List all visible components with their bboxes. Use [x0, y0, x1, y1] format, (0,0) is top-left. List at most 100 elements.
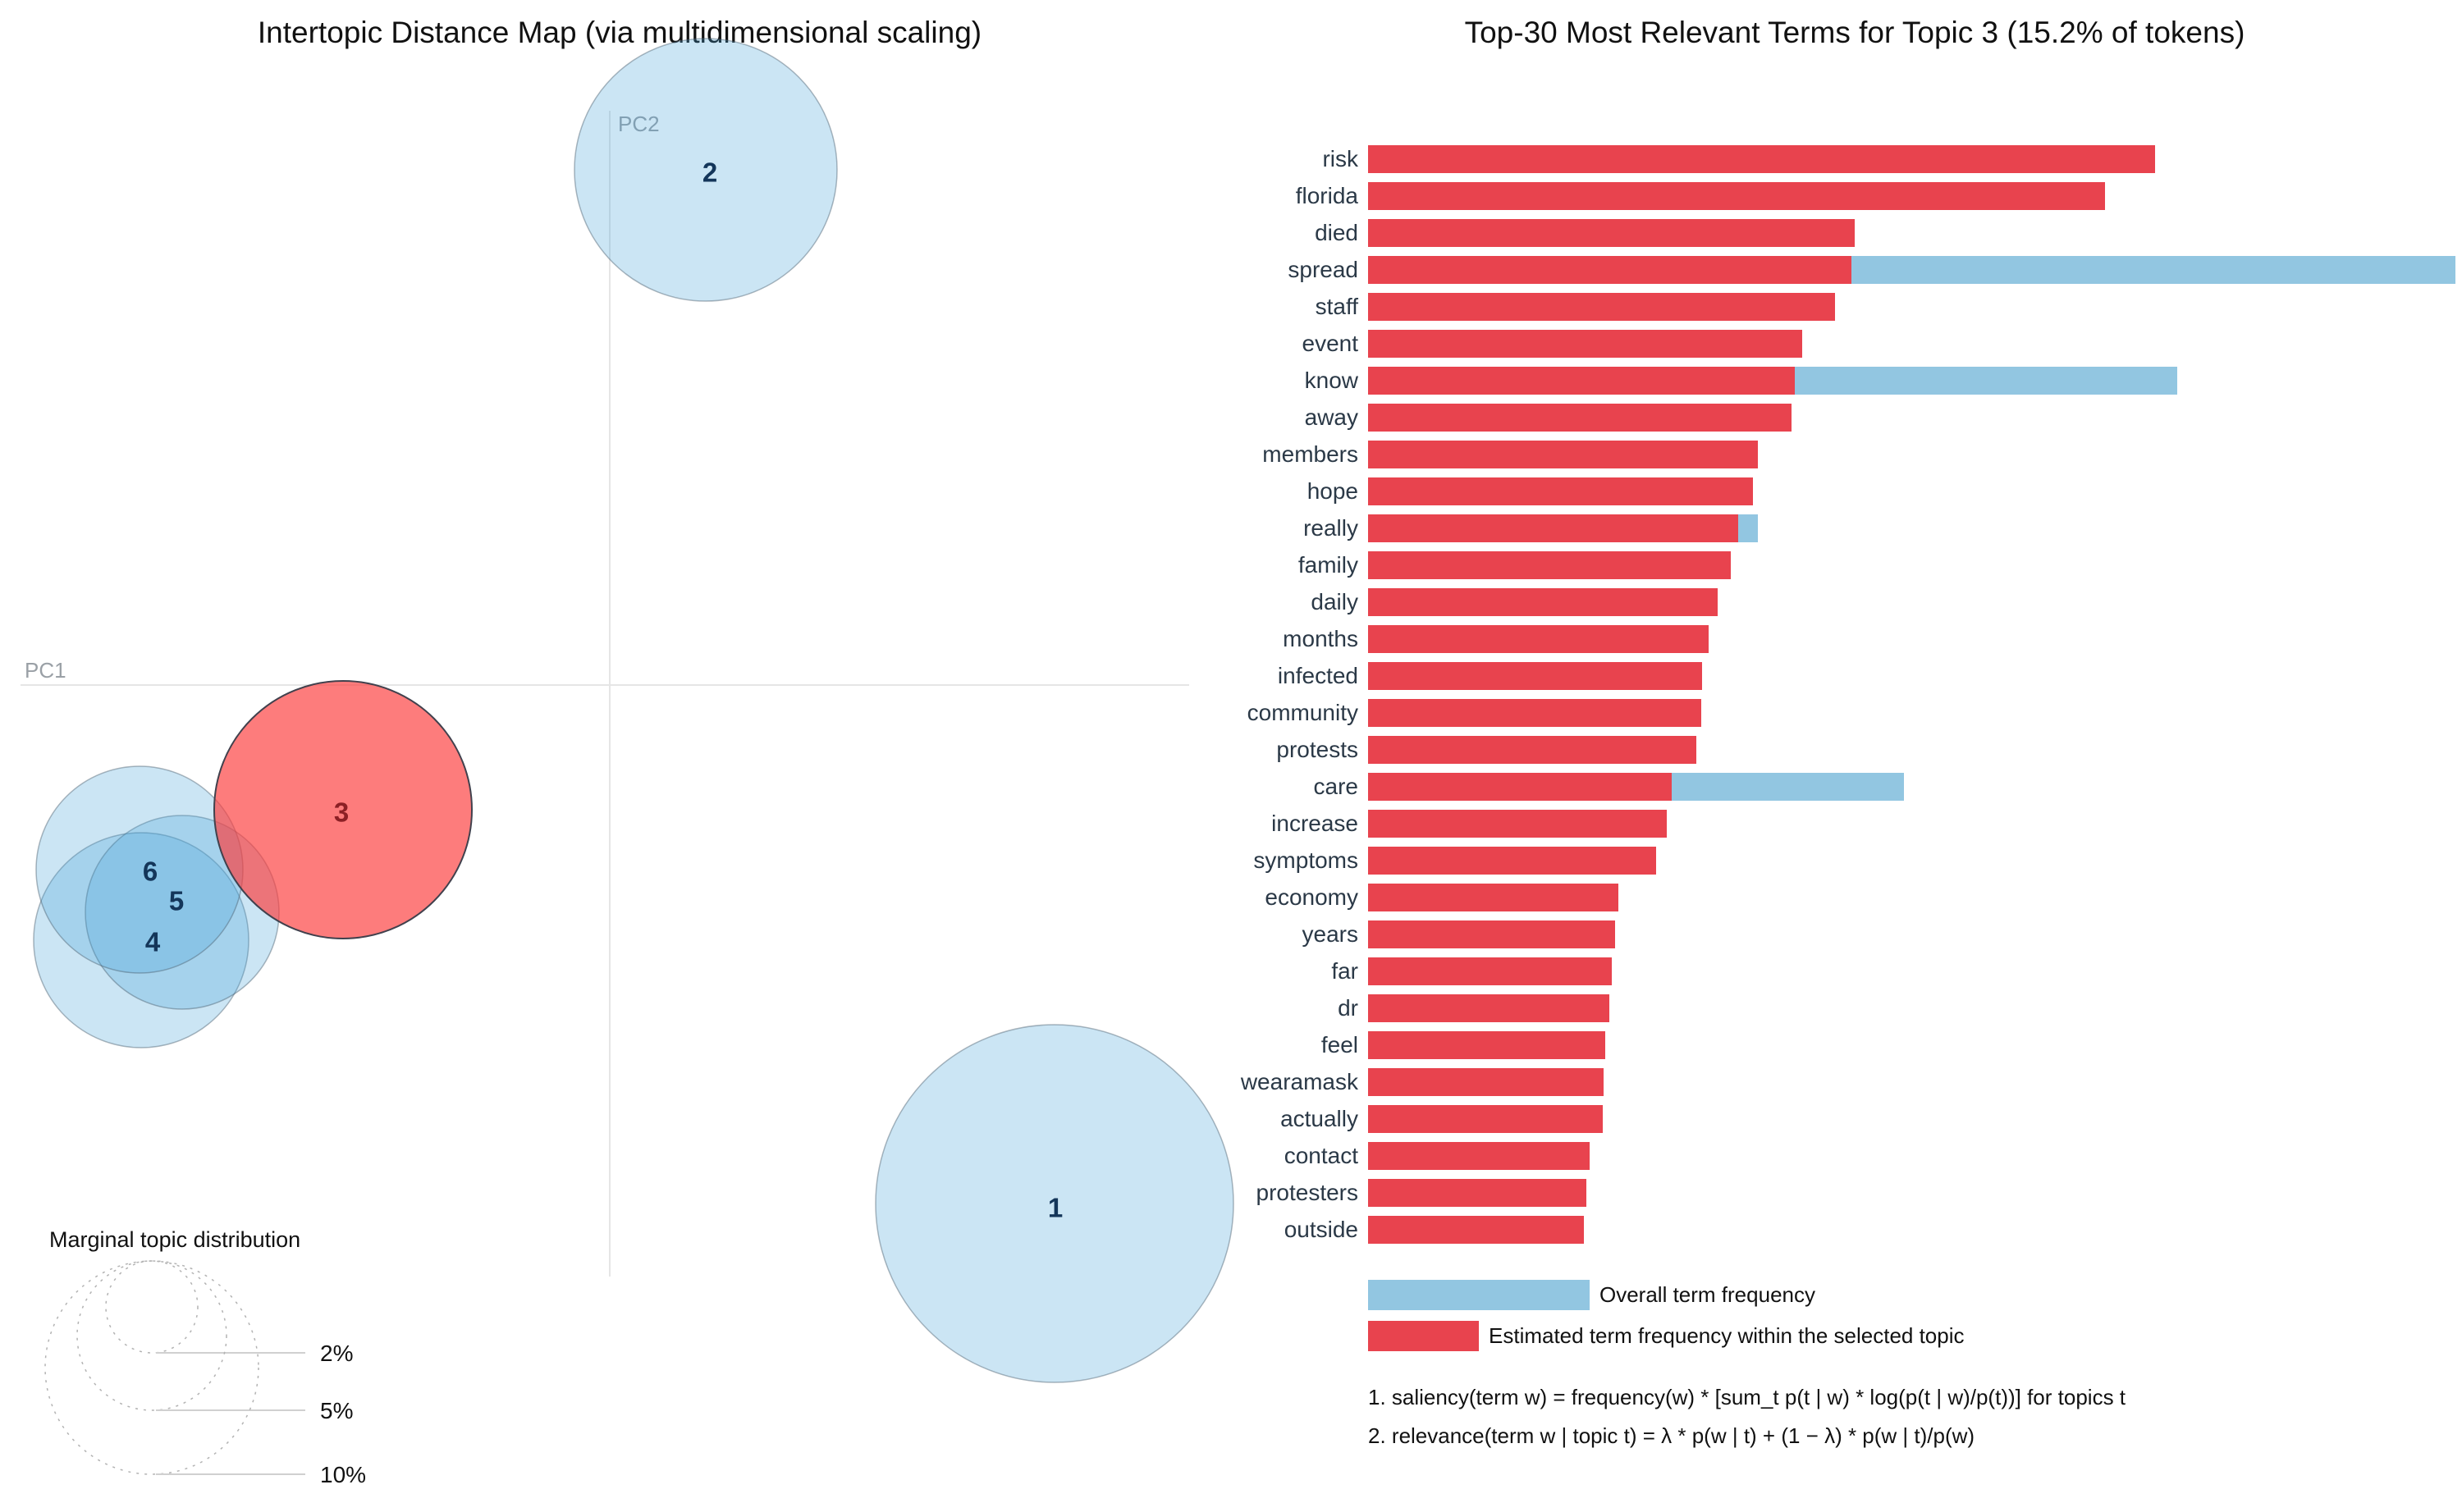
term-label[interactable]: symptoms [1253, 847, 1358, 873]
topic-frequency-bar[interactable] [1368, 588, 1718, 616]
topic-frequency-bar[interactable] [1368, 625, 1709, 653]
term-label[interactable]: contact [1284, 1143, 1358, 1168]
term-label[interactable]: increase [1271, 811, 1358, 836]
topic-frequency-bar[interactable] [1368, 551, 1731, 579]
topic-label-3[interactable]: 3 [334, 797, 349, 828]
term-label[interactable]: wearamask [1240, 1069, 1358, 1094]
term-bar-row[interactable]: contact [1108, 1142, 2462, 1170]
topic-frequency-bar[interactable] [1368, 293, 1835, 321]
term-bar-row[interactable]: members [1108, 441, 2462, 468]
term-bar-row[interactable]: symptoms [1108, 847, 2462, 875]
topic-frequency-bar[interactable] [1368, 330, 1802, 358]
term-label[interactable]: months [1283, 626, 1358, 651]
topic-frequency-bar[interactable] [1368, 662, 1702, 690]
topic-circle-2[interactable] [574, 38, 838, 302]
term-label[interactable]: protesters [1256, 1180, 1359, 1205]
term-label[interactable]: infected [1277, 663, 1358, 688]
topic-label-5[interactable]: 5 [169, 886, 184, 916]
term-bar-row[interactable]: away [1108, 404, 2462, 432]
term-bar-row[interactable]: outside [1108, 1216, 2462, 1244]
topic-frequency-bar[interactable] [1368, 957, 1612, 985]
topic-frequency-bar[interactable] [1368, 477, 1753, 505]
term-bar-row[interactable]: protesters [1108, 1179, 2462, 1207]
term-label[interactable]: risk [1322, 146, 1358, 171]
topic-frequency-bar[interactable] [1368, 1179, 1586, 1207]
term-bar-row[interactable]: hope [1108, 477, 2462, 505]
term-bar-row[interactable]: dr [1108, 994, 2462, 1022]
topic-frequency-bar[interactable] [1368, 810, 1667, 838]
term-label[interactable]: members [1262, 441, 1358, 467]
term-label[interactable]: away [1304, 404, 1358, 430]
topic-frequency-bar[interactable] [1368, 847, 1656, 875]
term-bar-row[interactable]: daily [1108, 588, 2462, 616]
term-bar-row[interactable]: community [1108, 699, 2462, 727]
topic-label-4[interactable]: 4 [145, 927, 161, 957]
term-label[interactable]: economy [1265, 884, 1358, 910]
term-bar-row[interactable]: protests [1108, 736, 2462, 764]
term-bar-row[interactable]: died [1108, 219, 2462, 247]
term-label[interactable]: actually [1280, 1106, 1358, 1131]
term-bar-row[interactable]: wearamask [1108, 1068, 2462, 1096]
topic-label-1[interactable]: 1 [1048, 1193, 1063, 1223]
term-label[interactable]: florida [1295, 183, 1358, 208]
topic-frequency-bar[interactable] [1368, 1216, 1584, 1244]
term-label[interactable]: hope [1307, 478, 1358, 504]
term-bar-row[interactable]: far [1108, 957, 2462, 985]
term-label[interactable]: far [1331, 958, 1358, 984]
term-label[interactable]: feel [1320, 1032, 1358, 1057]
topic-frequency-bar[interactable] [1368, 514, 1738, 542]
term-bar-row[interactable]: years [1108, 920, 2462, 948]
term-label[interactable]: community [1247, 700, 1358, 725]
topic-frequency-bar[interactable] [1368, 699, 1701, 727]
term-bar-row[interactable]: infected [1108, 662, 2462, 690]
term-bar-row[interactable]: spread [1108, 256, 2462, 284]
term-label[interactable]: years [1302, 921, 1358, 947]
topic-frequency-bar[interactable] [1368, 145, 2155, 173]
term-bar-row[interactable]: increase [1108, 810, 2462, 838]
term-bar-row[interactable]: risk [1108, 145, 2462, 173]
term-bar-row[interactable]: care [1108, 773, 2462, 801]
topic-frequency-bar[interactable] [1368, 367, 1795, 395]
term-label[interactable]: know [1304, 368, 1358, 393]
term-label[interactable]: care [1313, 774, 1358, 799]
term-label[interactable]: spread [1288, 257, 1358, 282]
term-bar-row[interactable]: florida [1108, 182, 2462, 210]
term-bar-row[interactable]: months [1108, 625, 2462, 653]
topic-frequency-bar[interactable] [1368, 219, 1855, 247]
term-label[interactable]: event [1302, 331, 1359, 356]
term-bar-row[interactable]: actually [1108, 1105, 2462, 1133]
term-bar-row[interactable]: really [1108, 514, 2462, 542]
topic-frequency-bar[interactable] [1368, 1142, 1590, 1170]
topic-frequency-bar[interactable] [1368, 182, 2105, 210]
topic-frequency-bar[interactable] [1368, 404, 1792, 432]
term-bar-row[interactable]: staff [1108, 293, 2462, 321]
topic-label-6[interactable]: 6 [143, 856, 158, 887]
term-bar-row[interactable]: know [1108, 367, 2462, 395]
term-label[interactable]: really [1303, 515, 1358, 541]
topic-circle-4[interactable] [33, 832, 249, 1048]
topic-frequency-bar[interactable] [1368, 1031, 1605, 1059]
topic-frequency-bar[interactable] [1368, 1105, 1603, 1133]
term-label[interactable]: died [1315, 220, 1358, 245]
term-label[interactable]: dr [1338, 995, 1358, 1021]
topic-circle-6[interactable] [35, 765, 244, 974]
term-bar-row[interactable]: feel [1108, 1031, 2462, 1059]
topic-frequency-bar[interactable] [1368, 773, 1672, 801]
term-label[interactable]: daily [1311, 589, 1358, 614]
topic-frequency-bar[interactable] [1368, 884, 1618, 911]
term-label[interactable]: staff [1315, 294, 1358, 319]
topic-frequency-bar[interactable] [1368, 256, 1851, 284]
term-bar-row[interactable]: economy [1108, 884, 2462, 911]
term-bar-row[interactable]: event [1108, 330, 2462, 358]
topic-frequency-bar[interactable] [1368, 441, 1758, 468]
term-label[interactable]: protests [1276, 737, 1358, 762]
topic-frequency-bar[interactable] [1368, 736, 1696, 764]
term-bar-row[interactable]: family [1108, 551, 2462, 579]
topic-frequency-bar[interactable] [1368, 1068, 1604, 1096]
term-label[interactable]: outside [1284, 1217, 1358, 1242]
term-label[interactable]: family [1297, 552, 1358, 578]
topic-frequency-bar[interactable] [1368, 920, 1615, 948]
topic-frequency-bar[interactable] [1368, 994, 1609, 1022]
topic-circle-1[interactable] [875, 1024, 1234, 1383]
topic-label-2[interactable]: 2 [702, 158, 717, 188]
